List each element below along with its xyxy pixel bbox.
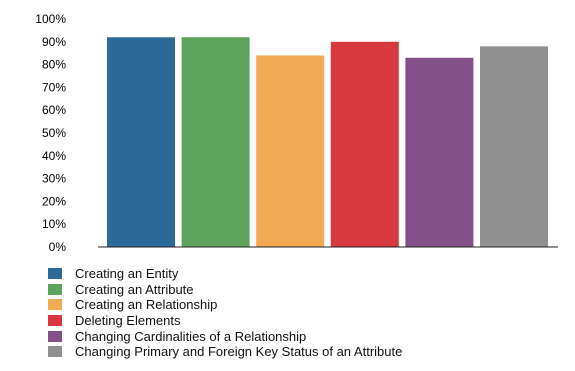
bar-chart: 0% 10% 20% 30% 40% 50% 60% 70% 80% 90% 100%	[35, 12, 558, 254]
y-tick-label: 90%	[42, 35, 66, 49]
legend-item: Creating an Attribute	[48, 282, 402, 298]
y-tick-label: 80%	[42, 58, 66, 72]
bars	[107, 37, 548, 248]
y-tick-label: 10%	[42, 217, 66, 231]
legend-swatch	[48, 268, 62, 280]
bar-3	[256, 55, 325, 248]
y-tick-label: 0%	[49, 240, 67, 254]
bar-5	[405, 57, 474, 248]
legend-item: Creating an Relationship	[48, 297, 402, 313]
y-tick-label: 100%	[35, 12, 66, 26]
bar-4	[330, 41, 399, 247]
bar-2	[181, 37, 250, 247]
bar-1	[107, 37, 175, 247]
legend-swatch	[48, 330, 62, 342]
y-tick-label: 20%	[42, 194, 66, 208]
bar-6	[480, 46, 548, 247]
legend-item: Deleting Elements	[48, 313, 402, 329]
legend-swatch	[48, 346, 62, 358]
y-tick-label: 60%	[42, 103, 66, 117]
legend-label: Deleting Elements	[75, 313, 181, 329]
y-tick-label: 70%	[42, 80, 66, 94]
y-tick-label: 50%	[42, 126, 66, 140]
legend-label: Creating an Entity	[75, 266, 179, 282]
legend-label: Changing Primary and Foreign Key Status …	[75, 344, 403, 360]
y-axis: 0% 10% 20% 30% 40% 50% 60% 70% 80% 90% 100%	[35, 12, 66, 254]
legend-label: Creating an Attribute	[75, 281, 194, 297]
legend-swatch	[48, 299, 62, 311]
y-tick-label: 40%	[42, 149, 66, 163]
legend-swatch	[48, 315, 62, 327]
legend-swatch	[48, 283, 62, 295]
y-tick-label: 30%	[42, 172, 66, 186]
legend: Creating an Entity Creating an Attribute C…	[48, 266, 402, 360]
legend-item: Changing Primary and Foreign Key Status …	[48, 344, 402, 360]
legend-label: Creating an Relationship	[75, 297, 218, 313]
legend-label: Changing Cardinalities of a Relationship	[75, 328, 307, 344]
legend-item: Changing Cardinalities of a Relationship	[48, 328, 402, 344]
legend-item: Creating an Entity	[48, 266, 402, 282]
